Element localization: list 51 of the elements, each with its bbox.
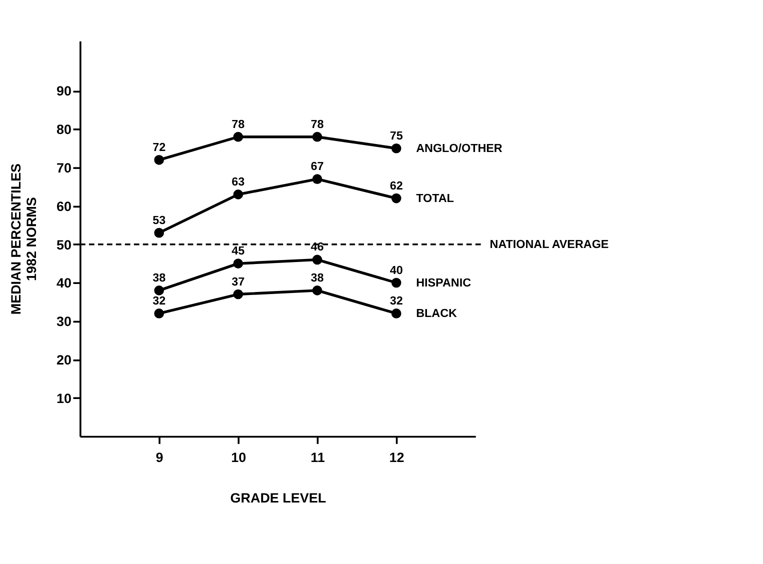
point xyxy=(391,143,402,154)
point xyxy=(312,286,322,296)
x-tick-label: 12 xyxy=(389,450,404,465)
point xyxy=(391,278,402,288)
data-label: 75 xyxy=(390,129,404,142)
data-label: 78 xyxy=(232,118,246,131)
y-tick-label: 20 xyxy=(56,352,72,368)
series-label: TOTAL xyxy=(416,192,454,205)
point xyxy=(391,308,402,318)
data-label: 32 xyxy=(390,294,404,308)
y-tick-label: 80 xyxy=(56,122,72,138)
ref-line-label: NATIONAL AVERAGE xyxy=(490,238,609,251)
series-label: ANGLO/OTHER xyxy=(416,142,503,155)
x-axis-title: GRADE LEVEL xyxy=(230,490,326,506)
y-tick-label: 90 xyxy=(56,84,72,99)
point xyxy=(154,286,164,296)
point xyxy=(154,228,164,238)
y-tick-label: 30 xyxy=(56,314,72,330)
data-label: 45 xyxy=(232,244,246,258)
data-label: 78 xyxy=(310,118,324,131)
point xyxy=(233,258,244,268)
series-label: HISPANIC xyxy=(416,276,472,290)
data-label: 72 xyxy=(152,140,166,154)
x-tick-label: 11 xyxy=(310,450,326,465)
point xyxy=(233,190,244,200)
data-label: 53 xyxy=(152,214,166,227)
point xyxy=(312,254,322,265)
series-label: BLACK xyxy=(416,307,458,320)
data-label: 32 xyxy=(152,294,166,308)
y-tick-label: 70 xyxy=(56,160,72,176)
data-label: 62 xyxy=(390,179,404,192)
point xyxy=(312,174,322,184)
x-tick-label: 9 xyxy=(156,450,164,465)
y-tick-label: 50 xyxy=(56,237,72,252)
y-tick-label: 10 xyxy=(56,390,72,406)
data-label: 38 xyxy=(310,271,324,284)
point xyxy=(154,154,164,165)
data-label: 67 xyxy=(310,160,324,174)
point xyxy=(233,132,244,142)
data-label: 63 xyxy=(232,175,246,188)
data-label: 37 xyxy=(232,275,245,288)
point xyxy=(154,308,164,318)
point xyxy=(391,193,402,204)
data-label: 38 xyxy=(152,271,166,284)
data-label: 40 xyxy=(390,264,404,277)
x-tick-label: 10 xyxy=(231,450,246,465)
point xyxy=(233,289,244,300)
y-axis-title: MEDIAN PERCENTILES 1982 NORMS xyxy=(8,163,39,315)
y-tick-label: 60 xyxy=(56,198,72,214)
y-tick-label: 40 xyxy=(56,276,72,291)
point xyxy=(312,132,322,142)
